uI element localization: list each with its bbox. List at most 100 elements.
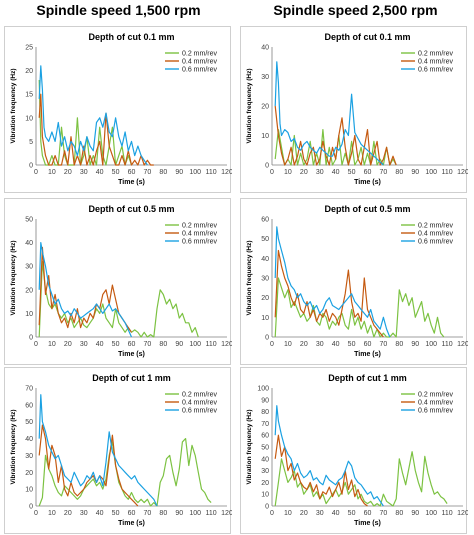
x-tick-label: 30 [316,510,324,517]
y-tick-label: 70 [25,386,33,393]
y-tick-label: 60 [261,433,269,440]
x-tick-label: 60 [364,169,372,176]
y-tick-label: 100 [257,386,269,393]
legend-label: 0.6 mm/rev [418,239,454,246]
x-tick-label: 10 [284,510,292,517]
x-tick-label: 70 [144,169,152,176]
y-axis-label: Vibration frequency (Hz) [246,240,253,315]
chart-svg-3: Depth of cut 0.5 mm 0 10 20 30 40 50 60 70 80 90 10… [246,204,468,358]
series-line-3 [38,241,133,338]
x-tick-label: 60 [128,510,136,517]
y-tick-label: 80 [261,409,269,416]
y-tick-label: 30 [261,276,269,283]
y-tick-label: 10 [25,311,33,318]
y-tick-label: 20 [25,68,33,75]
series-line-2 [274,249,384,338]
legend-label: 0.4 mm/rev [418,59,454,66]
chart-svg-0: Depth of cut 0.1 mm0 10 20 30 40 50 60 70 80 90 10… [10,32,232,186]
chart-panel-3: Depth of cut 0.5 mm 0 10 20 30 40 50 60 70 80 90 10… [240,198,468,365]
x-tick-label: 90 [175,169,183,176]
column-title-left: Spindle speed 1,500 rpm [36,2,201,18]
y-tick-label: 0 [29,163,33,170]
y-tick-label: 50 [261,236,269,243]
y-tick-label: 0 [29,504,33,511]
y-tick-label: 10 [25,115,33,122]
legend-label: 0.4 mm/rev [418,231,454,238]
x-axis-label: Time (s) [118,179,145,186]
series-line-3 [274,226,391,338]
series-line-2 [38,93,154,166]
x-tick-label: 90 [411,510,419,517]
x-tick-label: 60 [128,169,136,176]
x-tick-label: 0 [270,510,274,517]
x-tick-label: 90 [411,341,419,348]
x-tick-label: 20 [64,510,72,517]
x-tick-label: 50 [348,169,356,176]
x-tick-label: 10 [48,169,56,176]
x-tick-label: 50 [348,510,356,517]
y-tick-label: 10 [261,492,269,499]
series-line-2 [38,424,139,507]
x-tick-label: 60 [364,510,372,517]
chart-panel-1: Depth of cut 0.1 mm 0 10 20 30 40 50 60 70 80 90 10… [240,26,468,193]
series-line-1 [274,277,445,338]
chart-panel-5: Depth of cut 1 mm 0 10 20 30 40 50 60 70 80 90 100 1… [240,367,468,534]
x-tick-label: 40 [96,341,104,348]
chart-panel-0: Depth of cut 0.1 mm 0 10 20 30 40 50 60 70 80 90 10… [4,26,232,193]
x-tick-label: 10 [48,341,56,348]
legend-label: 0.6 mm/rev [182,67,218,74]
y-tick-label: 60 [261,217,269,224]
y-tick-label: 70 [261,421,269,428]
y-axis-label: Vibration frequency (Hz) [10,240,17,315]
x-axis-label: Time (s) [354,520,381,527]
y-tick-label: 60 [25,402,33,409]
x-tick-label: 80 [395,169,403,176]
x-tick-label: 60 [364,341,372,348]
x-tick-label: 110 [441,510,452,517]
x-tick-label: 120 [221,510,232,517]
legend-label: 0.4 mm/rev [418,400,454,407]
y-axis-label: Vibration frequency (Hz) [246,68,253,143]
legend-label: 0.2 mm/rev [418,51,454,58]
y-tick-label: 20 [25,287,33,294]
y-tick-label: 10 [25,487,33,494]
x-tick-label: 80 [159,510,167,517]
legend-label: 0.6 mm/rev [418,408,454,415]
x-tick-label: 110 [205,169,216,176]
y-tick-label: 40 [261,45,269,52]
y-axis-label: Vibration frequency (Hz) [10,409,17,484]
x-tick-label: 80 [159,341,167,348]
x-tick-label: 120 [457,341,468,348]
x-tick-label: 100 [425,169,437,176]
series-line-2 [38,246,132,333]
chart-panel-2: Depth of cut 0.5 mm 0 10 20 30 40 50 60 70 80 90 10… [4,198,232,365]
legend-label: 0.6 mm/rev [182,408,218,415]
x-tick-label: 100 [189,341,201,348]
legend-label: 0.2 mm/rev [418,392,454,399]
x-tick-label: 20 [300,169,308,176]
x-tick-label: 20 [300,510,308,517]
y-tick-label: 50 [25,419,33,426]
y-axis-label: Vibration frequency (Hz) [246,409,253,484]
y-tick-label: 90 [261,397,269,404]
x-tick-label: 90 [411,169,419,176]
x-tick-label: 40 [96,510,104,517]
x-tick-label: 30 [80,169,88,176]
x-tick-label: 70 [380,169,388,176]
x-tick-label: 50 [112,341,120,348]
x-axis-label: Time (s) [118,351,145,358]
y-tick-label: 5 [29,139,33,146]
legend-label: 0.6 mm/rev [418,67,454,74]
y-tick-label: 25 [25,45,33,52]
x-tick-label: 0 [34,510,38,517]
x-tick-label: 120 [457,169,468,176]
x-tick-label: 80 [395,510,403,517]
x-tick-label: 10 [48,510,56,517]
y-tick-label: 30 [261,468,269,475]
legend-label: 0.4 mm/rev [182,400,218,407]
y-tick-label: 40 [261,456,269,463]
y-tick-label: 15 [25,92,33,99]
x-tick-label: 90 [175,510,183,517]
x-tick-label: 120 [457,510,468,517]
y-tick-label: 20 [261,480,269,487]
